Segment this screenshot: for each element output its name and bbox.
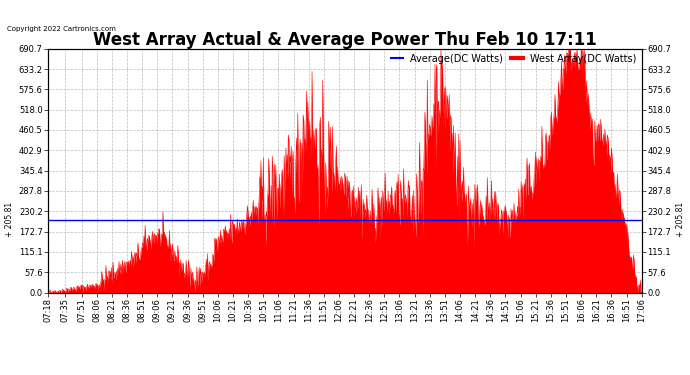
Legend: Average(DC Watts), West Array(DC Watts): Average(DC Watts), West Array(DC Watts) [391,54,637,64]
Text: + 205.81: + 205.81 [676,202,685,237]
Title: West Array Actual & Average Power Thu Feb 10 17:11: West Array Actual & Average Power Thu Fe… [93,31,597,49]
Text: Copyright 2022 Cartronics.com: Copyright 2022 Cartronics.com [7,26,116,32]
Text: + 205.81: + 205.81 [5,202,14,237]
